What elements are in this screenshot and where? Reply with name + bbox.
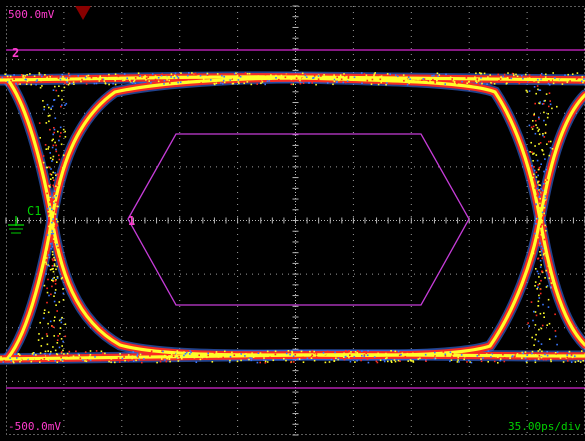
upper-limit-marker-label: 2	[12, 46, 20, 60]
trigger-position-marker	[75, 6, 91, 20]
trace-noise	[0, 72, 585, 364]
eye-trace	[298, 93, 585, 358]
channel-label: C1	[27, 204, 42, 218]
time-per-division: 35.00ps/div	[508, 420, 581, 433]
eye-trace	[6, 78, 302, 357]
bottom-voltage-scale: -500.0mV	[8, 420, 61, 433]
eye-mask-hexagon	[127, 133, 470, 306]
eye-trace	[6, 76, 302, 360]
top-voltage-scale: 500.0mV	[8, 8, 55, 21]
mask-marker-label: 1	[128, 214, 136, 228]
